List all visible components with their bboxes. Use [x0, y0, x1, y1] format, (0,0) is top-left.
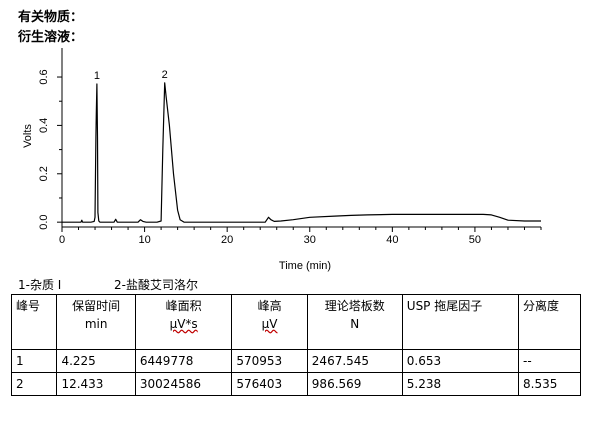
section-heading-derivative-solution: 衍生溶液：: [18, 30, 84, 45]
x-tick-label: 0: [59, 234, 65, 246]
table-cell: 12.433: [56, 372, 136, 396]
table-cell: 30024586: [134, 372, 233, 396]
y-tick-label: 0.4: [38, 118, 50, 133]
table-cell: 986.569: [306, 372, 403, 396]
table-cell: 5.238: [401, 372, 520, 396]
chart-ticks: 0 10 20 30 40 50 0.0 0.2 0.4 0.6: [38, 69, 542, 246]
peak-label: 1: [94, 70, 100, 82]
table-header-row: 峰号 保留时间 min 峰面积 μV*s 峰高 μV 理论塔板数 N USP 拖尾因子 …: [10, 294, 581, 350]
chart-series: [62, 82, 541, 223]
table-cell: --: [518, 349, 581, 373]
legend-item-esmolol: 2-盐酸艾司洛尔: [114, 278, 198, 292]
y-tick-label: 0.6: [38, 69, 50, 84]
table-cell: 8.535: [518, 372, 581, 396]
section-heading-related-substances: 有关物质：: [18, 10, 84, 25]
table-cell: 2: [10, 372, 58, 396]
table-cell: 6449778: [134, 349, 233, 373]
y-tick-label: 0.0: [38, 215, 50, 230]
y-axis-label: Volts: [22, 124, 34, 148]
x-tick-label: 10: [138, 234, 150, 246]
table-cell: 2467.545: [306, 349, 403, 373]
x-tick-label: 30: [304, 234, 316, 246]
header-peak-no: 峰号: [10, 294, 58, 350]
header-peak-area: 峰面积 μV*s: [134, 294, 233, 350]
chart-axes: [61, 48, 541, 228]
table-row: 1 4.225 6449778 570953 2467.545 0.653 --: [10, 349, 581, 373]
peak-results-table: 峰号 保留时间 min 峰面积 μV*s 峰高 μV 理论塔板数 N USP 拖尾因子 …: [10, 294, 581, 396]
header-resolution: 分离度: [518, 294, 581, 350]
table-row: 2 12.433 30024586 576403 986.569 5.238 8…: [10, 372, 581, 396]
x-tick-label: 20: [221, 234, 233, 246]
table-cell: 576403: [231, 372, 308, 396]
x-tick-label: 50: [469, 234, 481, 246]
peak-label: 2: [162, 69, 168, 81]
x-tick-label: 40: [386, 234, 398, 246]
y-tick-label: 0.2: [38, 166, 50, 181]
header-retention-time: 保留时间 min: [56, 294, 136, 350]
header-theoretical-plates: 理论塔板数 N: [306, 294, 403, 350]
x-axis-label: Time (min): [279, 260, 331, 272]
header-usp-tailing: USP 拖尾因子: [401, 294, 520, 350]
header-peak-height: 峰高 μV: [231, 294, 308, 350]
table-cell: 0.653: [401, 349, 520, 373]
legend-item-impurity-1: 1-杂质 I: [18, 278, 62, 292]
table-cell: 1: [10, 349, 58, 373]
chromatogram-trace: [62, 82, 541, 223]
table-cell: 4.225: [56, 349, 136, 373]
table-cell: 570953: [231, 349, 308, 373]
